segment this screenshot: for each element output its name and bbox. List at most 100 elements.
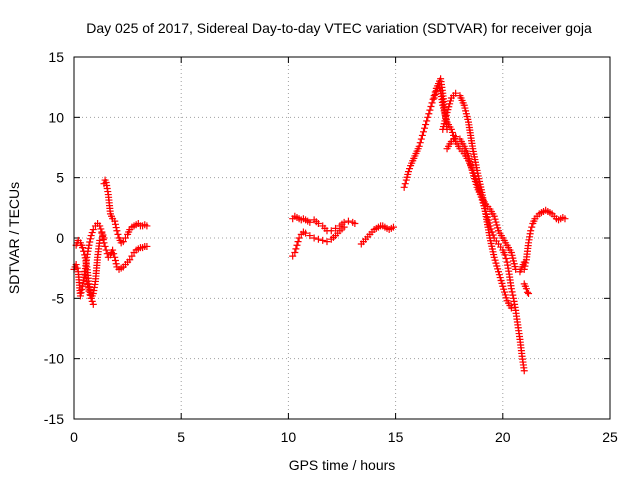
axes: 0 5 10 15 20 25 -15 -10 -5 0 5 10 15: [44, 49, 618, 445]
data-point: [424, 113, 432, 121]
data-point: [426, 106, 434, 114]
data-point: [561, 215, 569, 223]
data-point-interp: [522, 259, 530, 267]
data-point: [126, 256, 134, 264]
data-point: [523, 288, 531, 296]
data-point-interp: [73, 264, 81, 272]
y-tick-label: 10: [48, 109, 64, 125]
data-point: [79, 244, 87, 252]
series-seg-c6: [520, 280, 533, 298]
data-point: [319, 236, 327, 244]
data-point: [111, 253, 119, 261]
series-seg-c1: [400, 75, 451, 191]
data-point-interp: [101, 242, 109, 250]
chart-title: Day 025 of 2017, Sidereal Day-to-day VTE…: [86, 20, 592, 36]
data-point: [81, 268, 89, 276]
data-point-interp: [431, 90, 439, 98]
data-point-interp: [78, 285, 86, 293]
y-tick-label: 5: [56, 170, 64, 186]
data-point: [507, 304, 515, 312]
data-point: [501, 251, 509, 259]
data-point: [400, 183, 408, 191]
data-point-interp: [508, 288, 516, 296]
data-point: [83, 277, 91, 285]
series-seg-c5: [520, 206, 569, 273]
data-point: [113, 227, 121, 235]
y-tick-label: 15: [48, 49, 64, 65]
data-point-interp: [97, 225, 105, 233]
data-point: [85, 287, 93, 295]
x-tick-label: 10: [281, 429, 297, 445]
data-point-interp: [528, 223, 536, 231]
data-point-interp: [103, 250, 111, 258]
series-seg-a4: [100, 176, 151, 247]
data-point: [119, 238, 127, 246]
data-point-interp: [448, 128, 456, 136]
data-point-interp: [521, 262, 529, 270]
data-point-interp: [406, 165, 414, 173]
data-point: [98, 229, 106, 237]
data-point: [332, 224, 340, 232]
x-tick-label: 20: [495, 429, 511, 445]
data-point-interp: [110, 250, 118, 258]
data-point: [87, 232, 95, 240]
series-seg-b2: [289, 223, 348, 260]
x-tick-label: 0: [70, 429, 78, 445]
x-tick-label: 5: [177, 429, 185, 445]
data-point: [143, 222, 151, 230]
data-point: [314, 220, 322, 228]
data-point: [96, 222, 104, 230]
y-tick-label: -5: [52, 290, 65, 306]
y-tick-label: -15: [44, 411, 64, 427]
data-point-interp: [86, 238, 94, 246]
data-point: [527, 227, 535, 235]
y-tick-label: -10: [44, 351, 64, 367]
series-seg-b1: [289, 212, 359, 235]
data-point: [306, 218, 314, 226]
data-point-interp: [509, 291, 517, 299]
data-points: [70, 75, 569, 375]
series-seg-a5: [98, 229, 151, 273]
data-point: [520, 265, 528, 273]
data-point: [111, 217, 119, 225]
series-seg-a3: [81, 236, 104, 302]
data-point: [291, 248, 299, 256]
data-point: [306, 232, 314, 240]
data-point-interp: [84, 284, 92, 292]
data-point-interp: [292, 245, 300, 253]
data-point-interp: [77, 289, 85, 297]
data-point: [128, 252, 136, 260]
data-point-interp: [112, 260, 120, 268]
data-point: [452, 89, 460, 97]
data-point-interp: [423, 117, 431, 125]
data-point-interp: [88, 229, 96, 237]
data-point-interp: [294, 238, 302, 246]
series-seg-b3: [357, 222, 397, 248]
data-point: [314, 235, 322, 243]
data-point: [289, 252, 297, 260]
data-point: [302, 229, 310, 237]
x-axis-title: GPS time / hours: [289, 457, 396, 473]
data-point-interp: [114, 230, 122, 238]
plot-frame: [73, 56, 611, 420]
data-point-interp: [425, 110, 433, 118]
data-point-interp: [82, 274, 90, 282]
data-point: [417, 135, 425, 143]
series-seg-c4: [443, 133, 528, 276]
x-tick-label: 15: [388, 429, 404, 445]
series-seg-c3: [439, 89, 515, 312]
data-point-interp: [111, 220, 119, 228]
data-point: [327, 227, 335, 235]
data-point-interp: [421, 124, 429, 132]
data-point-interp: [502, 255, 510, 263]
data-point: [389, 223, 397, 231]
data-point-interp: [429, 95, 437, 103]
data-point: [428, 99, 436, 107]
data-point: [109, 246, 117, 254]
data-point: [525, 290, 533, 298]
data-point: [143, 242, 151, 250]
data-point-interp: [84, 281, 92, 289]
data-point-interp: [81, 271, 89, 279]
data-point: [295, 234, 303, 242]
data-point: [310, 234, 318, 242]
